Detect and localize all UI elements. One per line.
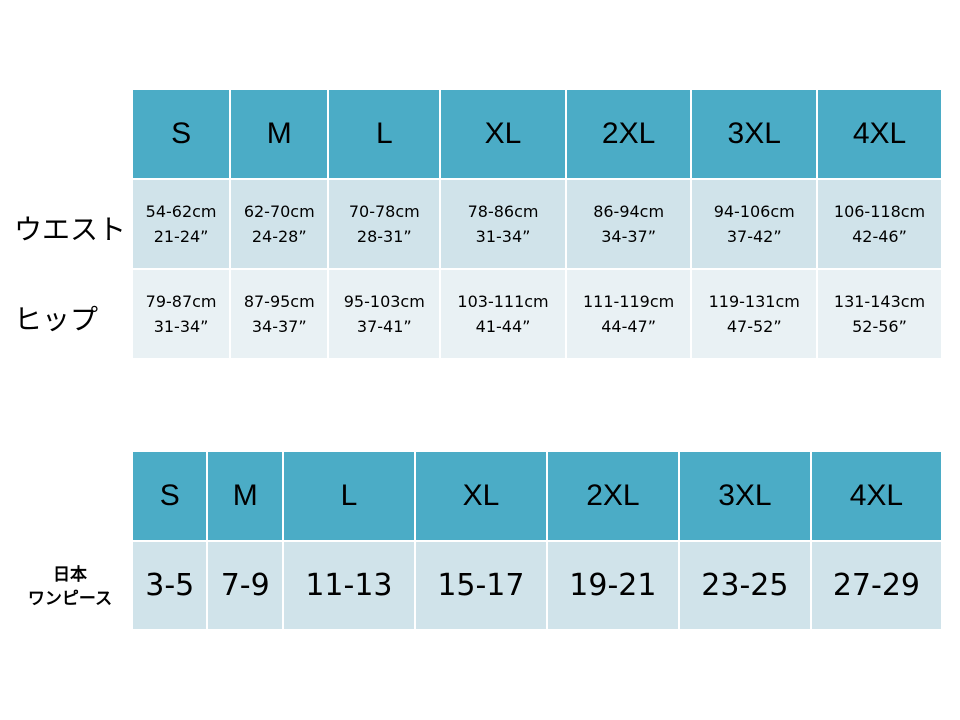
inch-value: 28-31” <box>356 227 412 246</box>
inch-value: 31-34” <box>153 317 209 336</box>
size-header: 4XL <box>818 90 941 180</box>
measurement-cell: 119-131cm 47-52” <box>692 270 819 360</box>
inch-value: 41-44” <box>475 317 531 336</box>
cm-value: 62-70cm <box>243 202 315 221</box>
size-header: 4XL <box>811 452 941 542</box>
table-row-japan-dress: 3-5 7-9 11-13 15-17 19-21 23-25 27-29 <box>133 542 941 631</box>
measurement-cell: 103-111cm 41-44” <box>441 270 567 360</box>
measurement-cell: 111-119cm 44-47” <box>566 270 693 360</box>
size-header: 3XL <box>692 90 819 180</box>
dress-size-value: 23-25 <box>679 542 812 631</box>
size-header: L <box>283 452 416 542</box>
size-header: XL <box>415 452 548 542</box>
row-label-waist: ウエスト <box>14 213 127 246</box>
cm-value: 119-131cm <box>708 292 800 311</box>
size-header: S <box>133 90 232 180</box>
measurement-cell: 54-62cm 21-24” <box>133 180 232 270</box>
measurement-cell: 78-86cm 31-34” <box>441 180 567 270</box>
inch-value: 44-47” <box>601 317 657 336</box>
size-header: 2XL <box>566 90 693 180</box>
inch-value: 31-34” <box>475 227 531 246</box>
cm-value: 94-106cm <box>713 202 795 221</box>
cm-value: 106-118cm <box>833 202 926 221</box>
size-header: 3XL <box>679 452 812 542</box>
measurement-cell: 95-103cm 37-41” <box>329 270 442 360</box>
table-row-waist: 54-62cm 21-24” 62-70cm 24-28” 70-78cm 28-31” 7… <box>133 180 941 270</box>
measurement-cell: 79-87cm 31-34” <box>133 270 232 360</box>
row-label-line: ワンピース <box>27 589 113 609</box>
size-header: L <box>329 90 442 180</box>
table-row-hip: 79-87cm 31-34” 87-95cm 34-37” 95-103cm 37-41”… <box>133 270 941 360</box>
size-table-waist-hip: S M L XL 2XL 3XL 4XL 54-62cm 21-24” 62-70c… <box>133 90 941 360</box>
measurement-cell: 131-143cm 52-56” <box>818 270 941 360</box>
inch-value: 42-46” <box>852 227 907 246</box>
measurement-cell: 86-94cm 34-37” <box>566 180 693 270</box>
size-header: M <box>208 452 284 542</box>
measurement-cell: 94-106cm 37-42” <box>692 180 819 270</box>
cm-value: 87-95cm <box>243 292 315 311</box>
row-label-line: 日本 <box>53 565 87 585</box>
size-header-row: S M L XL 2XL 3XL 4XL <box>133 90 941 180</box>
dress-size-value: 15-17 <box>415 542 548 631</box>
size-header-row: S M L XL 2XL 3XL 4XL <box>133 452 941 542</box>
cm-value: 78-86cm <box>467 202 539 221</box>
size-header: 2XL <box>547 452 680 542</box>
measurement-cell: 87-95cm 34-37” <box>231 270 330 360</box>
cm-value: 103-111cm <box>457 292 549 311</box>
dress-size-value: 27-29 <box>811 542 941 631</box>
inch-value: 47-52” <box>726 317 782 336</box>
inch-value: 21-24” <box>153 227 209 246</box>
cm-value: 54-62cm <box>145 202 217 221</box>
inch-value: 52-56” <box>852 317 907 336</box>
inch-value: 34-37” <box>251 317 307 336</box>
dress-size-value: 3-5 <box>133 542 209 631</box>
cm-value: 131-143cm <box>833 292 926 311</box>
cm-value: 70-78cm <box>348 202 420 221</box>
dress-size-value: 19-21 <box>547 542 680 631</box>
cm-value: 111-119cm <box>583 292 675 311</box>
cm-value: 79-87cm <box>145 292 217 311</box>
inch-value: 24-28” <box>251 227 307 246</box>
row-label-hip: ヒップ <box>14 303 99 336</box>
dress-size-value: 11-13 <box>283 542 416 631</box>
size-header: M <box>231 90 330 180</box>
row-label-japan-dress: 日本 ワンピース <box>14 563 126 611</box>
inch-value: 37-41” <box>356 317 412 336</box>
dress-size-value: 7-9 <box>208 542 284 631</box>
inch-value: 37-42” <box>726 227 782 246</box>
size-table-japan-dress: S M L XL 2XL 3XL 4XL 3-5 7-9 11-13 15-17… <box>133 452 941 631</box>
measurement-cell: 70-78cm 28-31” <box>329 180 442 270</box>
inch-value: 34-37” <box>601 227 657 246</box>
size-header: XL <box>441 90 567 180</box>
cm-value: 86-94cm <box>593 202 665 221</box>
measurement-cell: 106-118cm 42-46” <box>818 180 941 270</box>
size-header: S <box>133 452 209 542</box>
measurement-cell: 62-70cm 24-28” <box>231 180 330 270</box>
cm-value: 95-103cm <box>343 292 425 311</box>
